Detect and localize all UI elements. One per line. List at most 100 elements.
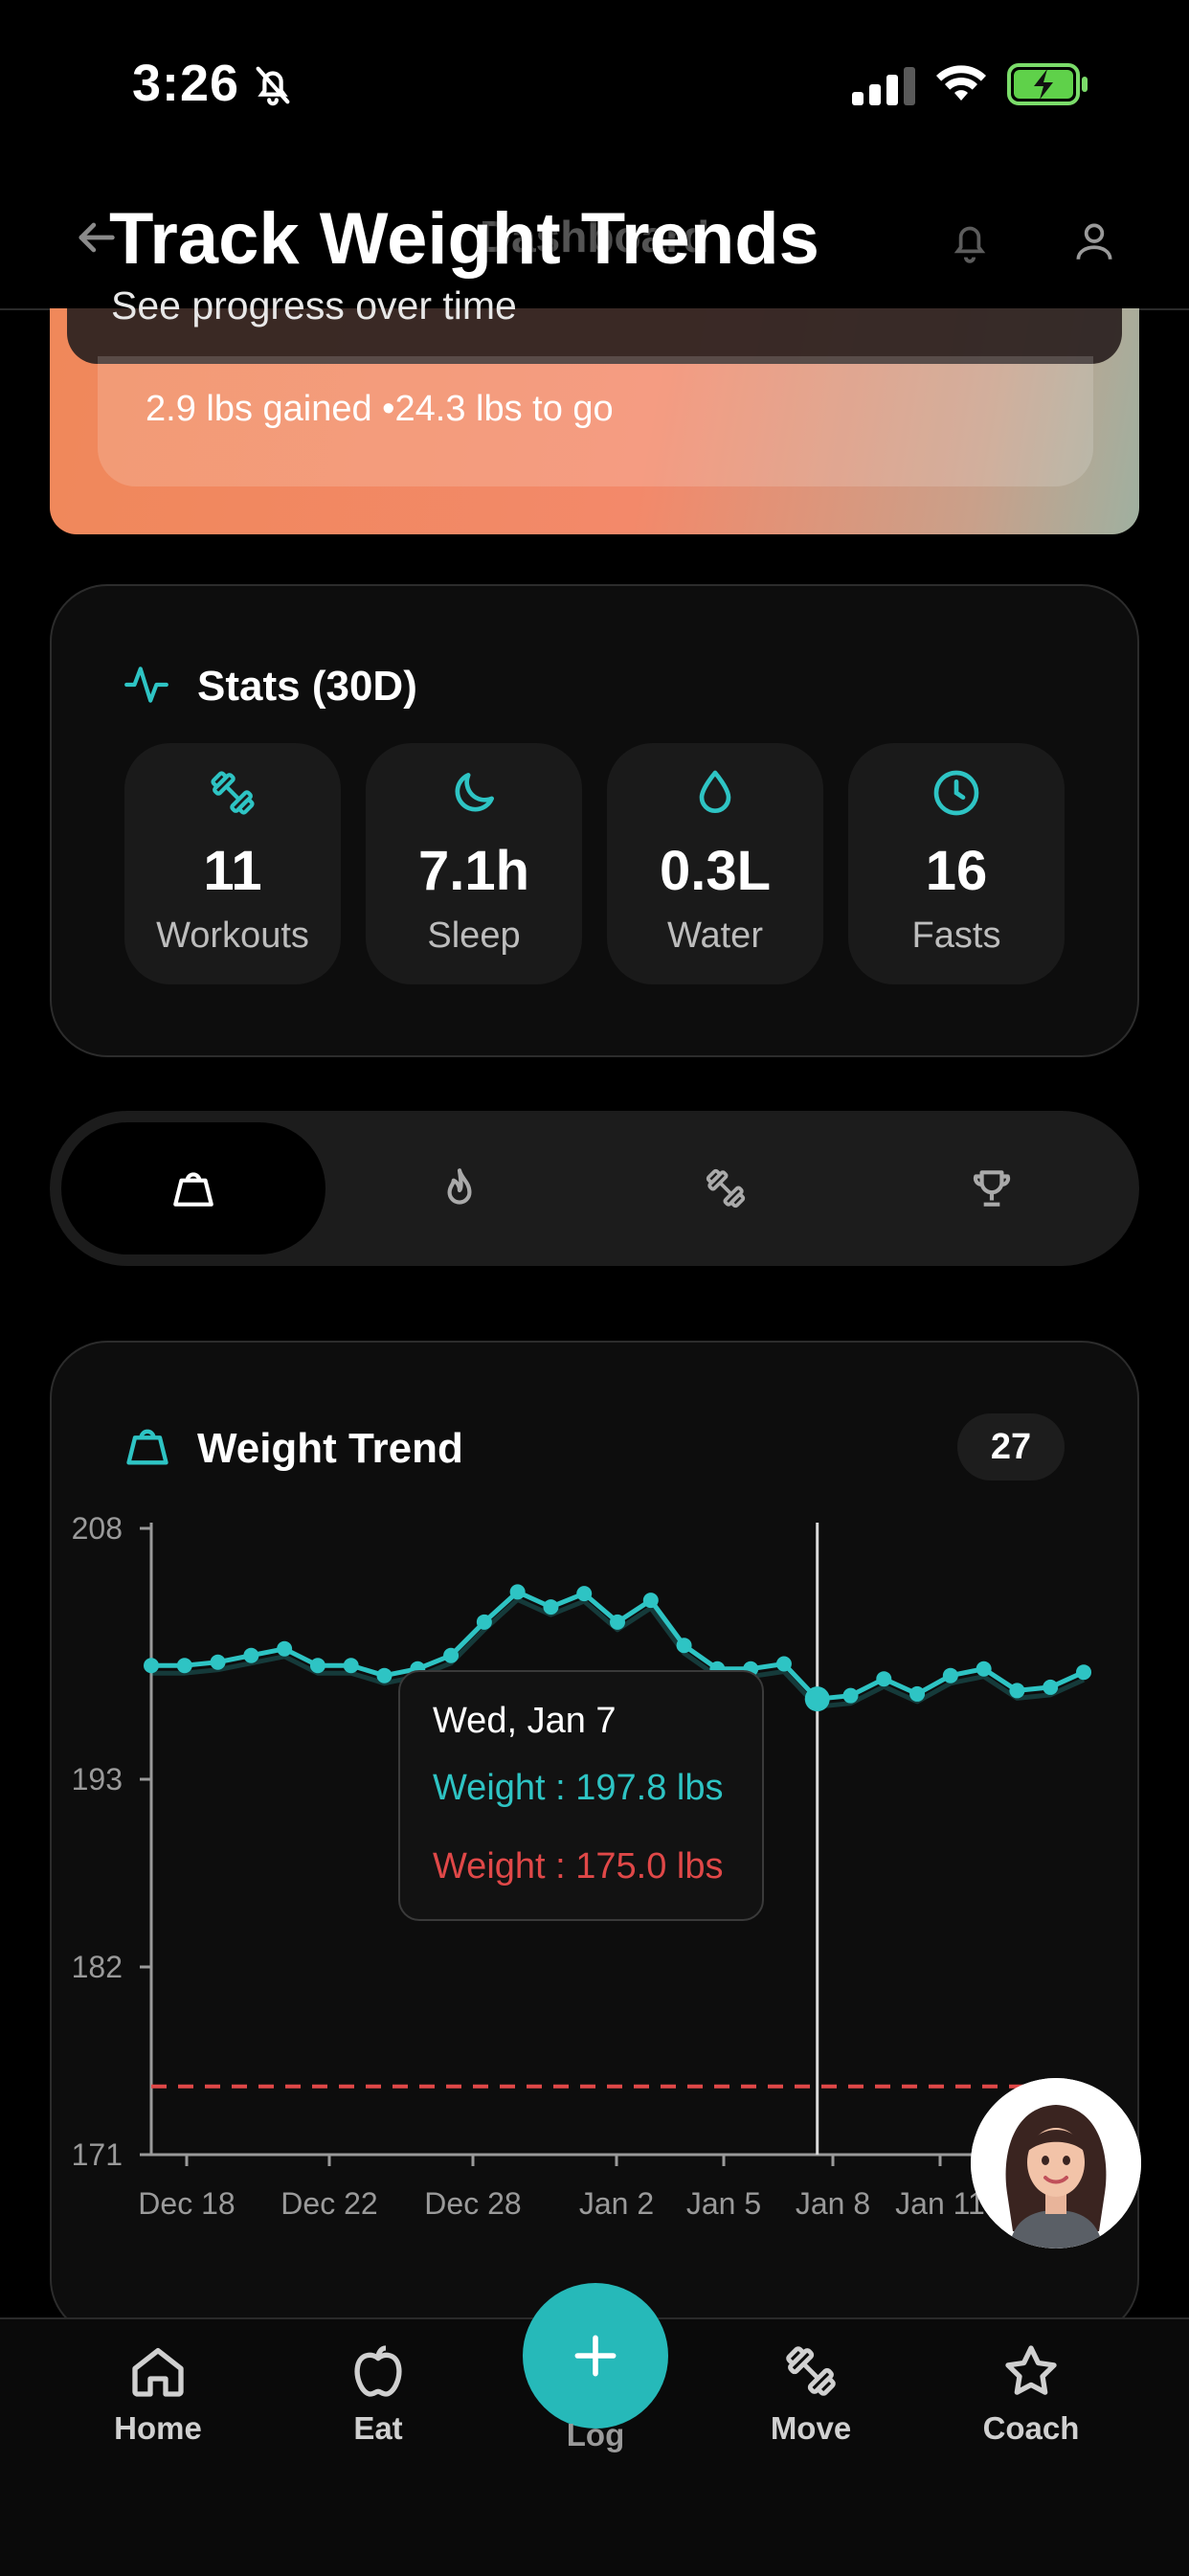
- chart-tooltip: Wed, Jan 7 Weight : 197.8 lbs Weight : 1…: [398, 1670, 764, 1921]
- stat-tile-water[interactable]: 0.3L Water: [607, 743, 823, 984]
- dumbbell-icon: [211, 771, 255, 815]
- caption-subtitle: See progress over time: [111, 283, 517, 328]
- caption-title: Track Weight Trends: [109, 198, 819, 280]
- entry-count-badge: 27: [957, 1413, 1065, 1480]
- droplet-icon: [699, 770, 731, 813]
- data-point: [443, 1647, 460, 1663]
- x-tick-label: Jan 2: [579, 2186, 654, 2221]
- data-point: [942, 1667, 958, 1683]
- stat-tile-workouts[interactable]: 11 Workouts: [124, 743, 341, 984]
- data-point: [842, 1687, 859, 1704]
- tooltip-weight: Weight : 197.8 lbs: [433, 1768, 724, 1808]
- back-arrow-icon[interactable]: [71, 213, 121, 262]
- status-time: 3:26: [132, 55, 240, 112]
- plus-icon: [574, 2335, 617, 2377]
- data-point: [210, 1654, 226, 1670]
- tab-calories[interactable]: [327, 1122, 592, 1254]
- nav-move[interactable]: Move: [734, 2340, 887, 2474]
- goal-card-banner: [67, 308, 1122, 364]
- dumbbell-icon: [706, 1168, 746, 1209]
- stat-tile-fasts[interactable]: 16 Fasts: [848, 743, 1065, 984]
- x-tick-label: Jan 5: [686, 2186, 761, 2221]
- data-point: [343, 1658, 359, 1674]
- stat-label: Water: [667, 915, 763, 956]
- x-tick-label: Jan 11: [895, 2186, 985, 2221]
- nav-label-log: Log: [566, 2417, 625, 2452]
- data-point: [610, 1614, 625, 1630]
- tooltip-date: Wed, Jan 7: [433, 1701, 617, 1741]
- x-tick-label: Dec 22: [280, 2186, 377, 2221]
- data-point: [144, 1658, 159, 1674]
- data-point: [876, 1671, 892, 1687]
- data-point: [1009, 1683, 1025, 1699]
- y-tick-label: 171: [72, 2137, 123, 2172]
- x-tick-label: Dec 18: [138, 2186, 235, 2221]
- data-point: [976, 1661, 992, 1677]
- home-icon: [132, 2348, 184, 2397]
- stat-value: 11: [203, 840, 262, 902]
- stat-value: 16: [925, 840, 988, 902]
- header-title: Dashboard: [479, 212, 710, 261]
- battery-charging-icon: [1007, 63, 1088, 105]
- data-point: [775, 1656, 792, 1672]
- stats-title: Stats (30D): [197, 663, 417, 710]
- data-point: [277, 1640, 293, 1657]
- data-point: [642, 1593, 659, 1609]
- x-tick-label: Jan 8: [796, 2186, 870, 2221]
- tab-workouts[interactable]: [594, 1122, 858, 1254]
- clock-icon: [933, 770, 979, 816]
- weight-trend-title: Weight Trend: [197, 1425, 463, 1472]
- trophy-icon: [973, 1170, 1011, 1207]
- flame-icon: [447, 1168, 472, 1205]
- weight-icon: [173, 1172, 213, 1207]
- tab-weight[interactable]: [61, 1122, 325, 1254]
- apple-icon: [354, 2345, 402, 2397]
- nav-label: Eat: [353, 2410, 403, 2446]
- y-tick-label: 208: [72, 1511, 123, 1546]
- coach-avatar[interactable]: [971, 2078, 1141, 2248]
- log-fab-button[interactable]: [523, 2283, 668, 2429]
- data-point: [476, 1614, 492, 1630]
- signal-icon: [852, 67, 915, 105]
- star-icon: [1005, 2345, 1057, 2395]
- weight-icon: [126, 1429, 168, 1465]
- moon-icon: [455, 773, 494, 812]
- nav-coach[interactable]: Coach: [954, 2340, 1108, 2474]
- nav-home[interactable]: Home: [81, 2340, 235, 2474]
- stat-value: 7.1h: [417, 840, 530, 902]
- data-point: [1043, 1679, 1059, 1695]
- stat-tile-sleep[interactable]: 7.1h Sleep: [366, 743, 582, 984]
- profile-icon[interactable]: [1070, 215, 1118, 268]
- activity-pulse-icon: [124, 667, 168, 703]
- goal-summary-text: 2.9 lbs gained •24.3 lbs to go: [146, 389, 614, 429]
- tooltip-goal-weight: Weight : 175.0 lbs: [433, 1846, 724, 1887]
- data-point: [543, 1599, 559, 1616]
- data-point: [909, 1685, 926, 1702]
- data-point: [1076, 1664, 1091, 1681]
- bell-muted-icon: [256, 66, 290, 106]
- notification-bell-icon[interactable]: [946, 215, 994, 268]
- data-point: [309, 1658, 325, 1674]
- stat-value: 0.3L: [659, 840, 772, 902]
- wifi-icon: [936, 65, 986, 101]
- data-point: [243, 1647, 259, 1663]
- data-point: [509, 1584, 526, 1600]
- tab-achievements[interactable]: [860, 1122, 1124, 1254]
- data-point: [176, 1658, 192, 1674]
- dumbbell-icon: [786, 2346, 836, 2396]
- nav-eat[interactable]: Eat: [302, 2340, 455, 2474]
- highlighted-data-point: [804, 1686, 830, 1712]
- stat-label: Sleep: [427, 915, 521, 956]
- stat-label: Workouts: [156, 915, 309, 956]
- nav-label: Move: [770, 2410, 852, 2446]
- nav-label: Home: [114, 2410, 202, 2446]
- y-tick-label: 182: [72, 1950, 123, 1984]
- stat-label: Fasts: [911, 915, 1001, 956]
- data-point: [376, 1667, 393, 1683]
- data-point: [676, 1638, 692, 1654]
- coach-portrait-image: [971, 2078, 1141, 2248]
- x-tick-label: Dec 28: [424, 2186, 521, 2221]
- y-tick-label: 193: [72, 1762, 123, 1796]
- goal-summary-pill: [98, 356, 1093, 486]
- data-point: [576, 1586, 593, 1602]
